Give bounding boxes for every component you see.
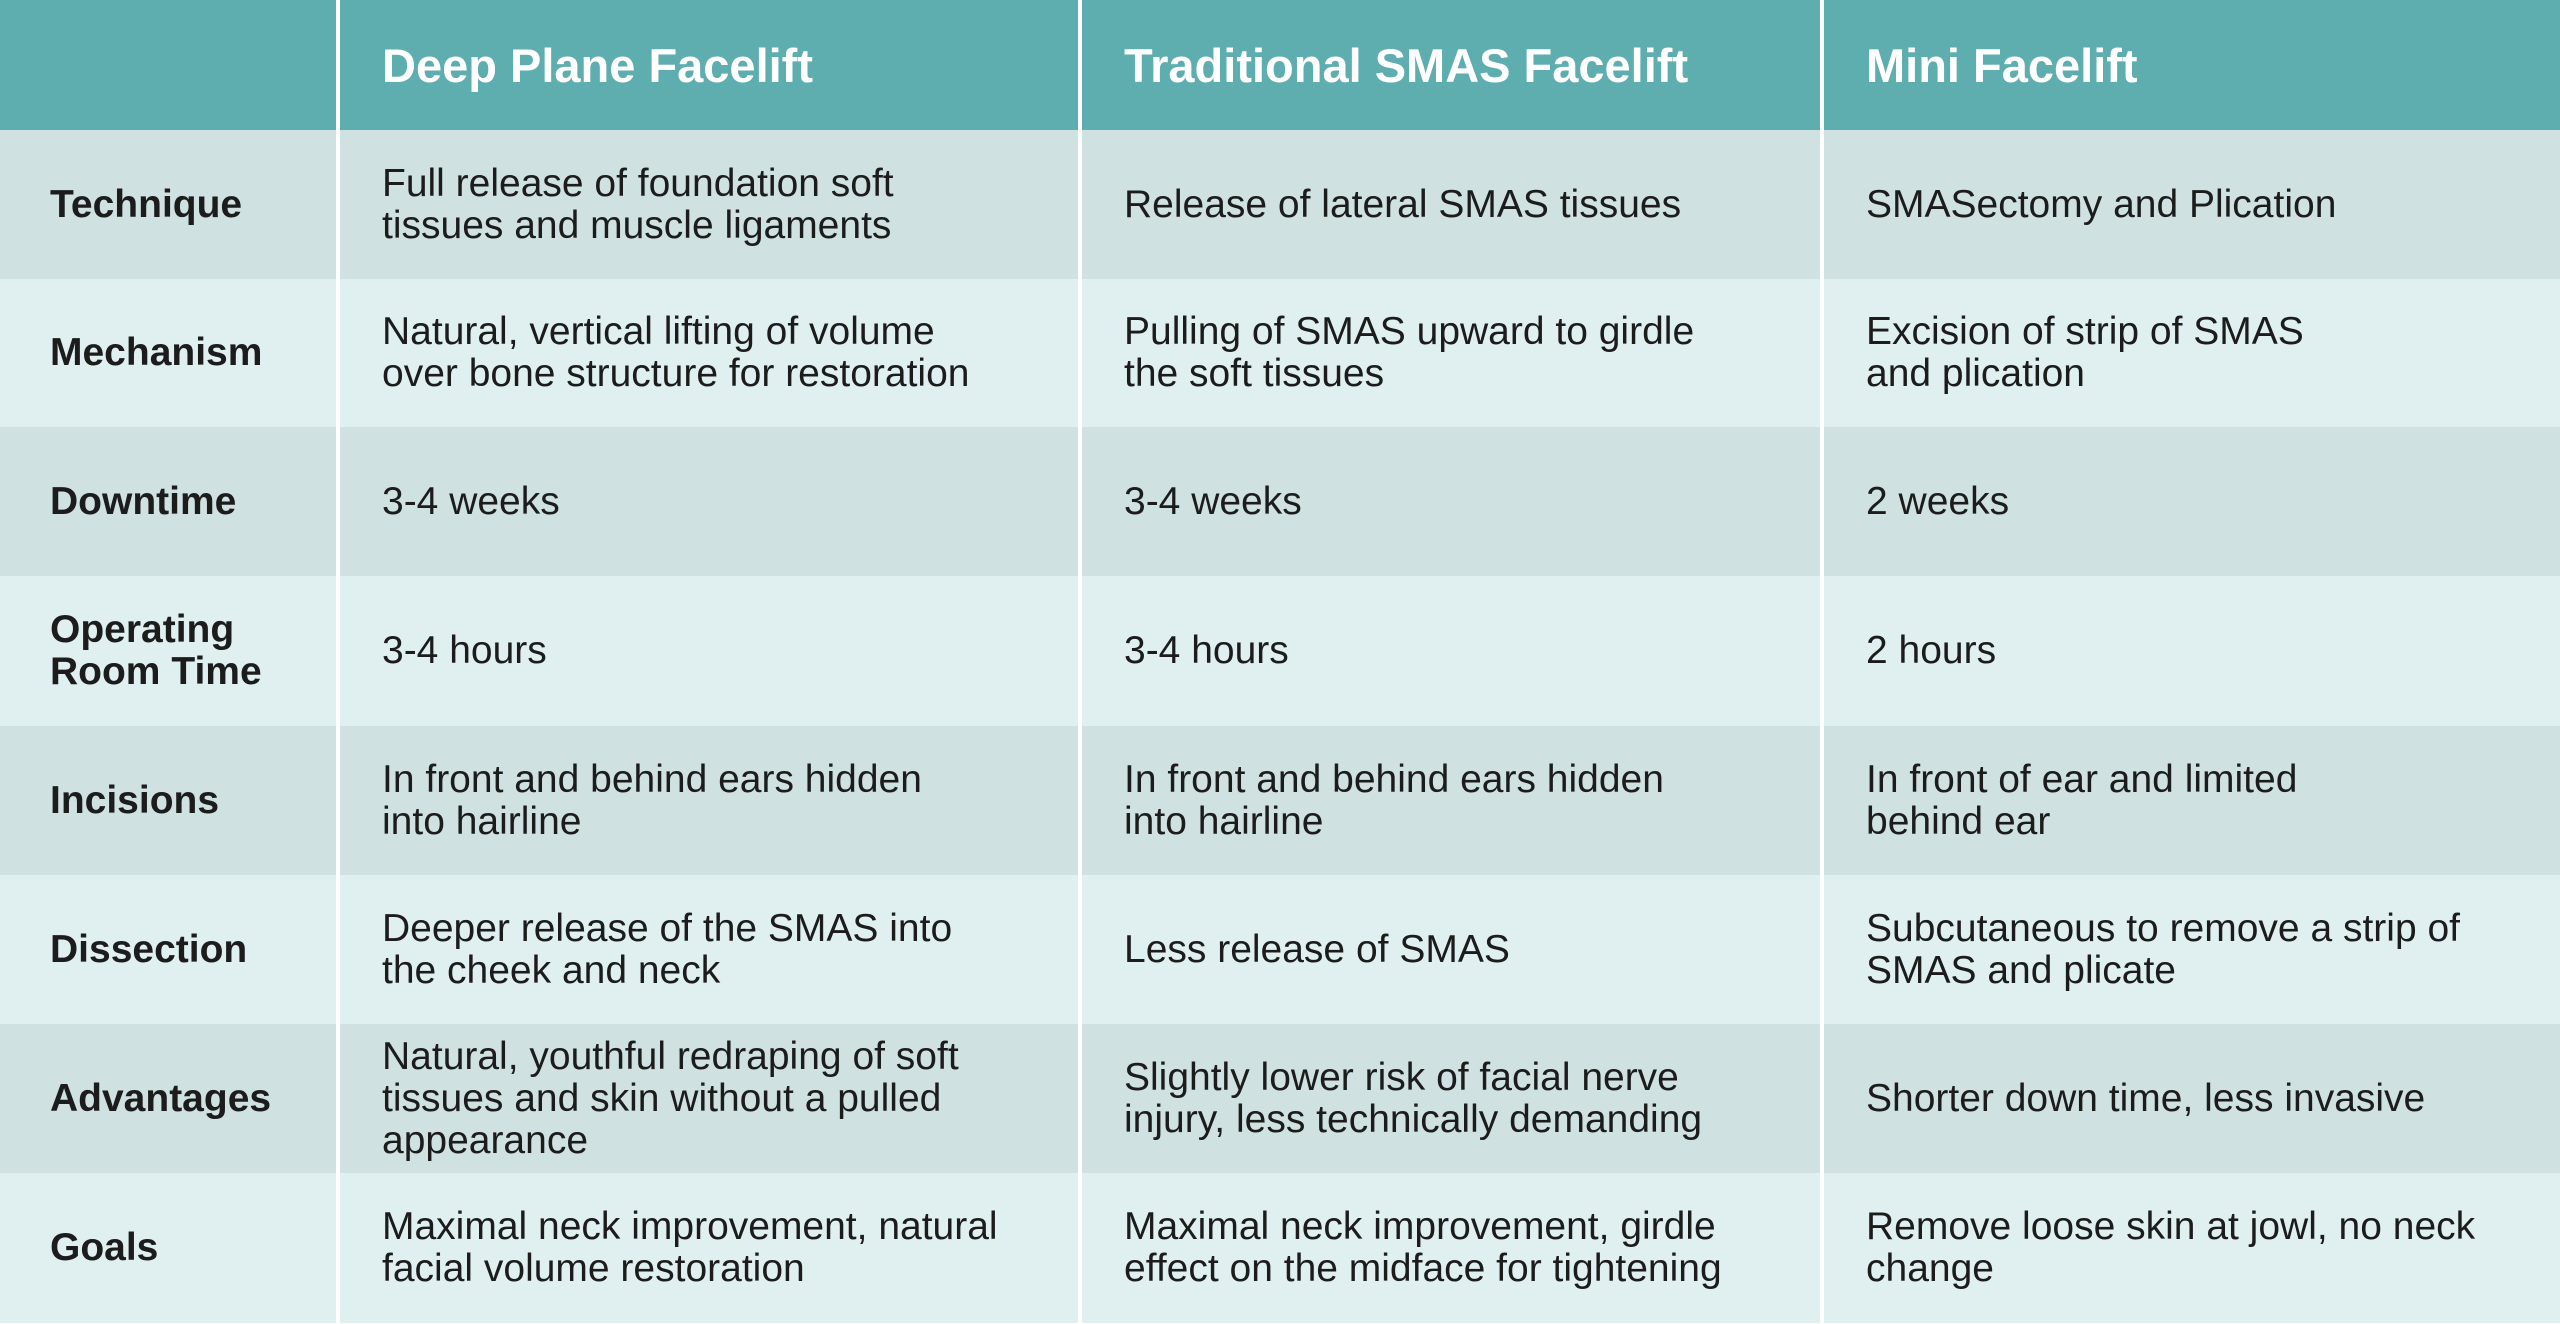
- header-deep-plane: Deep Plane Facelift: [340, 0, 1078, 130]
- column-divider: [1078, 1024, 1082, 1173]
- column-divider: [336, 1173, 340, 1323]
- header-traditional-smas: Traditional SMAS Facelift: [1082, 0, 1820, 130]
- row-label-advantages: Advantages: [0, 1024, 336, 1173]
- column-divider: [1820, 427, 1824, 576]
- table-cell: Pulling of SMAS upward to girdle the sof…: [1082, 279, 1820, 427]
- table-cell: Excision of strip of SMAS and plication: [1824, 279, 2560, 427]
- column-divider: [1820, 279, 1824, 427]
- column-divider: [1820, 1024, 1824, 1173]
- table-cell: 3-4 weeks: [340, 427, 1078, 576]
- column-divider: [1078, 875, 1082, 1024]
- table-cell: In front of ear and limited behind ear: [1824, 726, 2560, 875]
- table-cell: Natural, vertical lifting of volume over…: [340, 279, 1078, 427]
- table-cell: Remove loose skin at jowl, no neck chang…: [1824, 1173, 2560, 1323]
- table-cell: In front and behind ears hidden into hai…: [1082, 726, 1820, 875]
- column-divider: [1078, 130, 1082, 279]
- row-label-operating-room-time: Operating Room Time: [0, 576, 336, 726]
- column-divider: [1078, 0, 1082, 130]
- table-cell: Slightly lower risk of facial nerve inju…: [1082, 1024, 1820, 1173]
- column-divider: [1078, 576, 1082, 726]
- column-divider: [336, 576, 340, 726]
- column-divider: [336, 726, 340, 875]
- header-corner-cell: [0, 0, 336, 130]
- column-divider: [1820, 726, 1824, 875]
- row-label-dissection: Dissection: [0, 875, 336, 1024]
- table-cell: 3-4 weeks: [1082, 427, 1820, 576]
- table-cell: 2 weeks: [1824, 427, 2560, 576]
- column-divider: [1078, 279, 1082, 427]
- table-cell: In front and behind ears hidden into hai…: [340, 726, 1078, 875]
- table-cell: 3-4 hours: [340, 576, 1078, 726]
- column-divider: [336, 130, 340, 279]
- table-cell: Natural, youthful redraping of soft tiss…: [340, 1024, 1078, 1173]
- column-divider: [336, 279, 340, 427]
- row-label-downtime: Downtime: [0, 427, 336, 576]
- table-cell: Maximal neck improvement, girdle effect …: [1082, 1173, 1820, 1323]
- row-label-technique: Technique: [0, 130, 336, 279]
- table-cell: SMASectomy and Plication: [1824, 130, 2560, 279]
- table-cell: Deeper release of the SMAS into the chee…: [340, 875, 1078, 1024]
- column-divider: [1078, 726, 1082, 875]
- header-mini-facelift: Mini Facelift: [1824, 0, 2560, 130]
- column-divider: [1820, 130, 1824, 279]
- column-divider: [1820, 1173, 1824, 1323]
- table-cell: 2 hours: [1824, 576, 2560, 726]
- column-divider: [1078, 1173, 1082, 1323]
- column-divider: [336, 427, 340, 576]
- row-label-mechanism: Mechanism: [0, 279, 336, 427]
- table-cell: Release of lateral SMAS tissues: [1082, 130, 1820, 279]
- column-divider: [336, 1024, 340, 1173]
- column-divider: [1820, 576, 1824, 726]
- column-divider: [1820, 875, 1824, 1024]
- column-divider: [1078, 427, 1082, 576]
- column-divider: [1820, 0, 1824, 130]
- table-cell: Shorter down time, less invasive: [1824, 1024, 2560, 1173]
- row-label-goals: Goals: [0, 1173, 336, 1323]
- column-divider: [336, 875, 340, 1024]
- row-label-incisions: Incisions: [0, 726, 336, 875]
- table-cell: 3-4 hours: [1082, 576, 1820, 726]
- table-cell: Full release of foundation soft tissues …: [340, 130, 1078, 279]
- table-cell: Subcutaneous to remove a strip of SMAS a…: [1824, 875, 2560, 1024]
- column-divider: [336, 0, 340, 130]
- table-cell: Maximal neck improvement, natural facial…: [340, 1173, 1078, 1323]
- table-cell: Less release of SMAS: [1082, 875, 1820, 1024]
